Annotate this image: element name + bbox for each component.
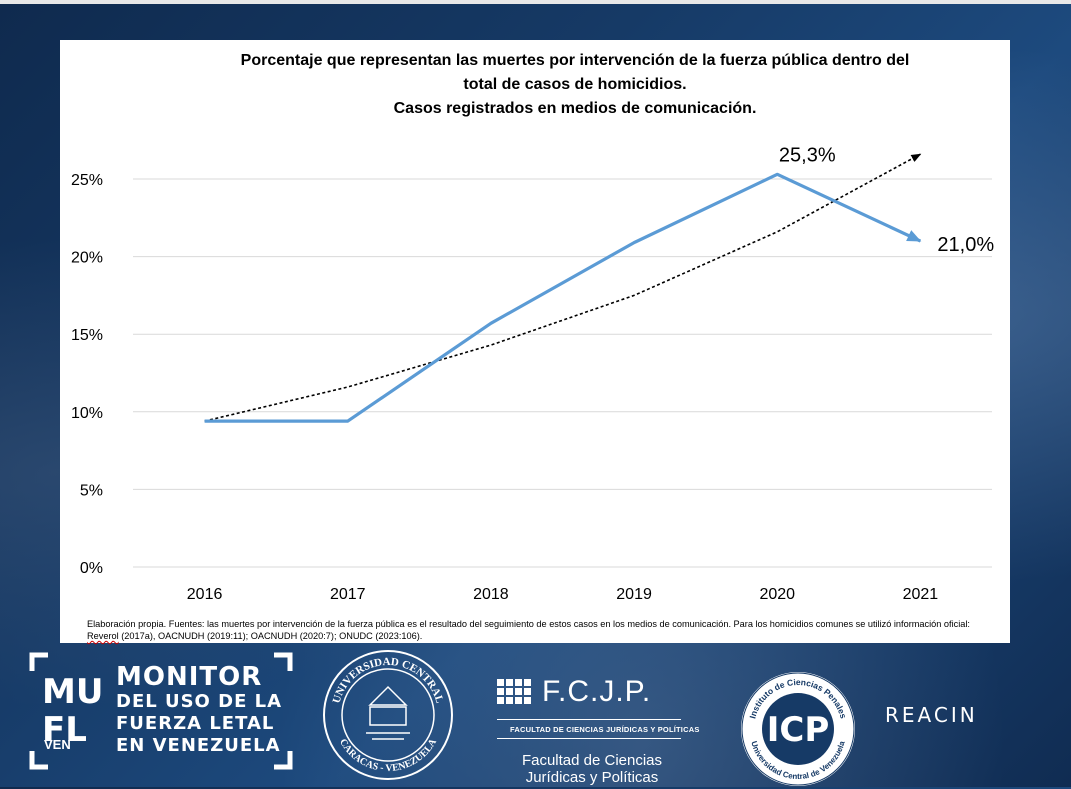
icp-seal-icon: Instituto de Ciencias Penales Universida… bbox=[741, 672, 855, 786]
y-tick-label: 0% bbox=[80, 560, 103, 577]
data-label: 21,0% bbox=[937, 234, 994, 256]
fcjp-subtitle: FACULTAD DE CIENCIAS JURÍDICAS Y POLÍTIC… bbox=[510, 725, 700, 734]
trend-line bbox=[204, 153, 922, 422]
monitor-frame-icon bbox=[29, 652, 293, 770]
chart-panel: Porcentaje que representan las muertes p… bbox=[60, 40, 1010, 643]
chart-title: Porcentaje que representan las muertes p… bbox=[60, 49, 1071, 121]
title-line-1: Porcentaje que representan las muertes p… bbox=[240, 52, 910, 69]
fcjp-name: Facultad de Ciencias Jurídicas y Polític… bbox=[497, 752, 687, 786]
footnote: Elaboración propia. Fuentes: las muertes… bbox=[87, 618, 997, 642]
monitor-line-4: EN VENEZUELA bbox=[116, 735, 281, 756]
y-tick-label: 15% bbox=[71, 327, 103, 344]
data-label: 25,3% bbox=[779, 144, 836, 166]
ucv-top-text: UNIVERSIDAD CENTRAL bbox=[331, 656, 446, 705]
monitor-line-1: MONITOR bbox=[116, 662, 263, 692]
y-tick-label: 20% bbox=[71, 250, 103, 267]
title-line-3: Casos registrados en medios de comunicac… bbox=[393, 100, 757, 117]
fcjp-name-1: Facultad de Ciencias bbox=[521, 752, 663, 769]
y-tick-label: 5% bbox=[80, 482, 103, 499]
footnote-text: Elaboración propia. Fuentes: las muertes… bbox=[87, 619, 970, 629]
fcjp-divider-2 bbox=[497, 738, 681, 739]
title-line-2: total de casos de homicidios. bbox=[463, 76, 687, 93]
fcjp-grid-icon bbox=[497, 679, 531, 704]
fcjp-divider bbox=[497, 719, 681, 720]
logo-bar: MUFL VEN MONITOR DEL USO DE LA FUERZA LE… bbox=[0, 645, 1071, 787]
y-tick-label: 10% bbox=[71, 405, 103, 422]
x-tick-label: 2021 bbox=[903, 586, 939, 603]
footnote-ref: Reverol bbox=[87, 631, 119, 641]
monitor-line-3: FUERZA LETAL bbox=[116, 713, 275, 734]
x-tick-label: 2019 bbox=[616, 586, 652, 603]
monitor-logo-letters: MUFL bbox=[42, 672, 104, 750]
x-tick-label: 2018 bbox=[473, 586, 509, 603]
svg-text:UNIVERSIDAD CENTRAL: UNIVERSIDAD CENTRAL bbox=[331, 656, 446, 705]
y-tick-label: 25% bbox=[71, 172, 103, 189]
reacin-logo: REACIN bbox=[885, 703, 978, 727]
x-tick-label: 2020 bbox=[759, 586, 795, 603]
x-tick-label: 2016 bbox=[187, 586, 223, 603]
series-line bbox=[204, 172, 922, 423]
x-tick-label: 2017 bbox=[330, 586, 366, 603]
line-chart: 0% 5% 10% 15% 20% 25% 2016 2017 2018 2019 2020 2021… bbox=[71, 144, 994, 603]
monitor-line-2: DEL USO DE LA bbox=[116, 691, 283, 712]
icp-letters: ICP bbox=[767, 710, 830, 750]
footnote-text-end: (2017a), OACNUDH (2019:11); OACNUDH (202… bbox=[118, 631, 423, 641]
fcjp-title: F.C.J.P. bbox=[542, 675, 652, 708]
ucv-seal-icon: UNIVERSIDAD CENTRAL CARACAS - VENEZUELA bbox=[323, 650, 453, 780]
fcjp-name-2: Jurídicas y Políticas bbox=[525, 769, 659, 786]
monitor-logo-small: VEN bbox=[44, 737, 71, 752]
top-strip bbox=[0, 0, 1071, 4]
monitor-logo-text: MONITOR DEL USO DE LA FUERZA LETAL EN VE… bbox=[116, 663, 282, 757]
